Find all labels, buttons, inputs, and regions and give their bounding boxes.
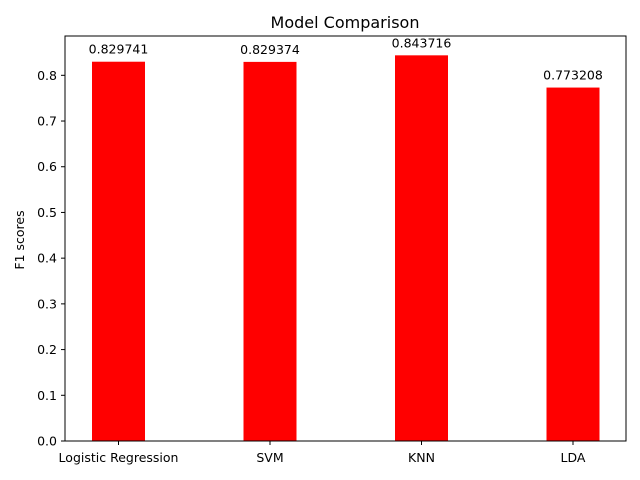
y-axis-label: F1 scores [12, 210, 27, 269]
data-label-2: 0.843716 [392, 35, 452, 50]
y-tick-label-1: 0.1 [37, 388, 57, 403]
data-label-0: 0.829741 [89, 42, 149, 57]
y-tick-label-0: 0.0 [37, 434, 57, 449]
x-tick-label-1: SVM [256, 450, 283, 465]
y-tick-label-3: 0.3 [37, 296, 57, 311]
y-tick-label-4: 0.4 [37, 251, 57, 266]
x-tick-label-2: KNN [408, 450, 435, 465]
y-tick-label-8: 0.8 [37, 68, 57, 83]
y-tick-label-6: 0.6 [37, 159, 57, 174]
bar-1 [243, 61, 297, 442]
bar-0 [92, 61, 145, 442]
bar-3 [546, 87, 600, 442]
bar-2 [395, 55, 448, 442]
data-labels-layer: 0.829741 0.829374 0.843716 0.773208 [89, 35, 603, 82]
chart-title: Model Comparison [271, 13, 420, 32]
x-tick-label-3: LDA [561, 450, 586, 465]
y-tick-label-2: 0.2 [37, 342, 57, 357]
x-tick-label-0: Logistic Regression [59, 450, 179, 465]
data-label-3: 0.773208 [543, 68, 603, 83]
x-axis: Logistic Regression SVM KNN LDA [59, 441, 586, 465]
y-tick-label-7: 0.7 [37, 114, 57, 129]
bars-layer [92, 55, 600, 442]
plot-frame [64, 35, 627, 442]
y-tick-label-5: 0.5 [37, 205, 57, 220]
data-label-1: 0.829374 [240, 42, 300, 57]
y-axis: 0.0 0.1 0.2 0.3 0.4 0.5 0.6 0.7 0.8 [37, 68, 65, 449]
